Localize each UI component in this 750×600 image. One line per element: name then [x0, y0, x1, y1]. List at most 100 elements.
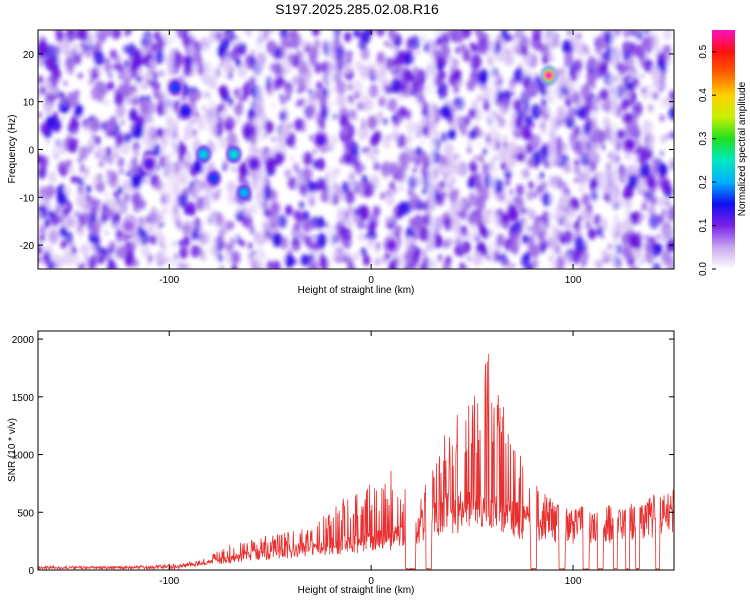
heatmap-cell	[188, 92, 197, 105]
heatmap-cell	[540, 180, 548, 192]
heatmap-cell	[178, 193, 189, 208]
heatmap-cell	[292, 162, 300, 172]
heatmap-cell	[499, 98, 510, 114]
heatmap-cell	[640, 259, 644, 264]
heatmap-cell	[277, 76, 285, 87]
heatmap-cell	[644, 54, 649, 61]
heatmap-cell	[76, 210, 80, 215]
snr-y-axis-label: SNR (10 * v/v)	[7, 418, 18, 482]
heatmap-cell	[454, 164, 463, 176]
heatmap-cell	[53, 111, 58, 118]
heatmap-cell	[502, 140, 509, 150]
heatmap-cell	[238, 173, 247, 185]
heatmap-cell	[38, 186, 48, 200]
heatmap-cell	[475, 186, 482, 195]
heatmap-cell	[532, 190, 538, 199]
heatmap-cell	[43, 252, 50, 262]
heatmap-cell	[566, 93, 571, 99]
heatmap-cell	[613, 84, 625, 100]
heatmap-cell	[361, 127, 369, 138]
heatmap-cell	[300, 39, 308, 50]
heatmap-cell	[235, 59, 242, 68]
snr-series-line	[38, 353, 674, 570]
heatmap-cell	[112, 143, 119, 154]
heatmap-cell	[47, 155, 51, 161]
heatmap-cell	[140, 95, 145, 102]
heatmap-cell	[135, 75, 141, 84]
heatmap-cell	[44, 248, 47, 253]
heatmap-cell	[469, 42, 474, 49]
heatmap-cell	[228, 220, 235, 230]
heatmap-cell	[468, 160, 476, 172]
heatmap-cell	[643, 35, 655, 50]
heatmap-cell	[572, 198, 581, 211]
heatmap-cell	[515, 46, 522, 56]
heatmap-cell	[301, 126, 306, 133]
heatmap-cell	[467, 204, 471, 209]
heatmap-cell	[524, 142, 528, 147]
heatmap-cell	[261, 185, 272, 200]
heatmap-cell	[524, 115, 533, 127]
heatmap-cell	[55, 62, 60, 69]
heatmap-cell	[264, 175, 268, 181]
heatmap-cell	[85, 50, 91, 58]
heatmap-cell	[55, 263, 59, 268]
heatmap-cell	[248, 242, 253, 250]
heatmap-cell	[533, 219, 539, 227]
heatmap-cell	[646, 188, 651, 194]
heatmap-cell	[364, 233, 369, 240]
heatmap-cell	[117, 185, 123, 195]
heatmap-cell	[415, 69, 427, 85]
heatmap-cell	[649, 194, 658, 206]
heatmap-cell	[573, 165, 581, 176]
heatmap-cell	[96, 146, 107, 161]
heatmap-cell	[140, 101, 149, 114]
heatmap-cell	[114, 222, 121, 230]
heatmap-cell	[318, 252, 327, 264]
heatmap-cell	[104, 100, 109, 106]
heatmap-cell	[87, 145, 93, 154]
colorbar-gradient	[712, 30, 735, 269]
heatmap-cell	[526, 234, 535, 247]
heatmap-cell	[345, 190, 355, 205]
heatmap-cell	[353, 30, 360, 38]
heatmap-cell	[566, 206, 576, 220]
heatmap-cell	[294, 259, 298, 265]
heatmap-cell	[242, 82, 252, 97]
heatmap-cell	[582, 122, 591, 135]
heatmap-cell	[644, 30, 651, 35]
hotspot	[181, 107, 190, 116]
heatmap-cell	[581, 193, 590, 206]
heatmap-cell	[661, 179, 671, 194]
heatmap-cell	[107, 81, 115, 91]
colorbar-tick-label: 0.0	[698, 262, 709, 276]
heatmap-cell	[74, 104, 84, 117]
heatmap-cell	[625, 198, 632, 209]
heatmap-cell	[84, 255, 90, 263]
heatmap-cell	[225, 55, 230, 63]
heatmap-cell	[445, 237, 452, 248]
hotspot	[144, 159, 154, 169]
spectrogram-x-axis-label: Height of straight line (km)	[298, 285, 415, 296]
heatmap-cell	[156, 38, 165, 50]
y-tick-label: -10	[20, 193, 35, 204]
heatmap-cell	[632, 77, 638, 86]
heatmap-cell	[537, 231, 546, 243]
heatmap-cell	[145, 95, 151, 103]
heatmap-cell	[396, 50, 407, 66]
heatmap-cell	[178, 240, 183, 247]
heatmap-cell	[396, 133, 407, 149]
heatmap-cell	[525, 206, 533, 217]
hotspot	[199, 150, 208, 158]
heatmap-cell	[289, 155, 295, 162]
heatmap-cell	[627, 81, 634, 91]
heatmap-cell	[416, 92, 425, 105]
heatmap-cell	[362, 165, 366, 171]
heatmap-cell	[61, 115, 66, 122]
heatmap-cell	[527, 157, 535, 168]
hotspot	[625, 140, 634, 150]
heatmap-cell	[178, 139, 184, 146]
heatmap-cell	[106, 197, 111, 205]
heatmap-cell	[511, 91, 515, 97]
